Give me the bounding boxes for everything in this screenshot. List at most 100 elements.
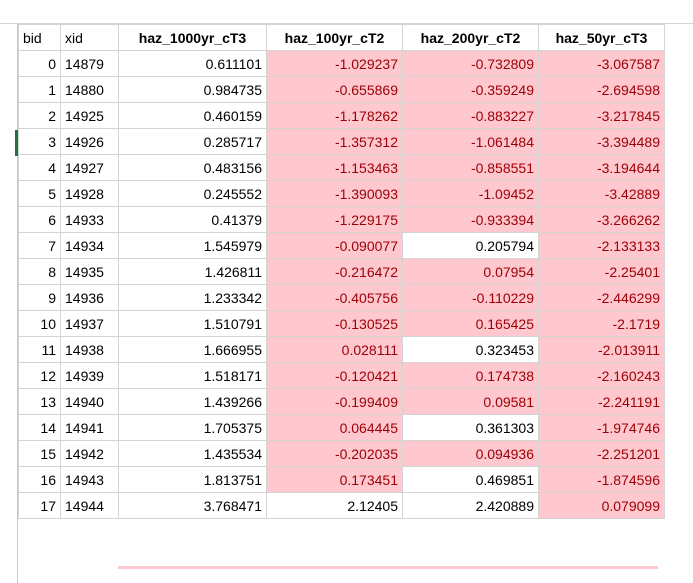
cell-haz-50yr-ct3[interactable]: -3.194644 — [538, 154, 665, 181]
cell-haz-50yr-ct3[interactable]: -3.42889 — [538, 180, 665, 207]
cell-haz-50yr-ct3[interactable]: -2.160243 — [538, 362, 665, 389]
cell-bid[interactable]: 4 — [18, 154, 61, 181]
cell-haz-1000yr-ct3[interactable]: 1.439266 — [118, 388, 267, 415]
cell-bid[interactable]: 3 — [18, 128, 61, 155]
cell-xid[interactable]: 14933 — [60, 206, 119, 233]
cell-haz-50yr-ct3[interactable]: -3.217845 — [538, 102, 665, 129]
header-cell-xid[interactable]: xid — [60, 24, 119, 51]
cell-bid[interactable]: 0 — [18, 50, 61, 77]
cell-haz-1000yr-ct3[interactable]: 0.483156 — [118, 154, 267, 181]
cell-haz-50yr-ct3[interactable]: -3.067587 — [538, 50, 665, 77]
cell-haz-50yr-ct3[interactable]: -1.974746 — [538, 414, 665, 441]
cell-haz-100yr-ct2[interactable]: -1.229175 — [266, 206, 403, 233]
cell-haz-1000yr-ct3[interactable]: 1.233342 — [118, 284, 267, 311]
header-cell-bid[interactable]: bid — [18, 24, 61, 51]
cell-haz-200yr-ct2[interactable]: 0.07954 — [402, 258, 539, 285]
cell-haz-200yr-ct2[interactable]: 0.469851 — [402, 466, 539, 493]
cell-haz-50yr-ct3[interactable]: 0.079099 — [538, 492, 665, 519]
cell-haz-50yr-ct3[interactable]: -2.251201 — [538, 440, 665, 467]
cell-haz-200yr-ct2[interactable]: -1.061484 — [402, 128, 539, 155]
cell-haz-50yr-ct3[interactable]: -2.694598 — [538, 76, 665, 103]
cell-haz-1000yr-ct3[interactable]: 1.426811 — [118, 258, 267, 285]
cell-haz-1000yr-ct3[interactable]: 1.666955 — [118, 336, 267, 363]
cell-haz-1000yr-ct3[interactable]: 1.545979 — [118, 232, 267, 259]
cell-xid[interactable]: 14942 — [60, 440, 119, 467]
cell-haz-1000yr-ct3[interactable]: 1.813751 — [118, 466, 267, 493]
cell-haz-200yr-ct2[interactable]: -1.09452 — [402, 180, 539, 207]
cell-haz-100yr-ct2[interactable]: -1.153463 — [266, 154, 403, 181]
cell-haz-50yr-ct3[interactable]: -2.1719 — [538, 310, 665, 337]
cell-haz-100yr-ct2[interactable]: 0.064445 — [266, 414, 403, 441]
cell-bid[interactable]: 7 — [18, 232, 61, 259]
cell-haz-100yr-ct2[interactable]: -1.178262 — [266, 102, 403, 129]
cell-haz-200yr-ct2[interactable]: -0.858551 — [402, 154, 539, 181]
cell-xid[interactable]: 14940 — [60, 388, 119, 415]
cell-haz-1000yr-ct3[interactable]: 0.285717 — [118, 128, 267, 155]
cell-bid[interactable]: 2 — [18, 102, 61, 129]
cell-haz-200yr-ct2[interactable]: 0.094936 — [402, 440, 539, 467]
cell-bid[interactable]: 10 — [18, 310, 61, 337]
cell-haz-200yr-ct2[interactable]: -0.110229 — [402, 284, 539, 311]
cell-haz-100yr-ct2[interactable]: -1.357312 — [266, 128, 403, 155]
cell-haz-100yr-ct2[interactable]: 0.028111 — [266, 336, 403, 363]
cell-haz-100yr-ct2[interactable]: -0.090077 — [266, 232, 403, 259]
cell-xid[interactable]: 14938 — [60, 336, 119, 363]
cell-haz-1000yr-ct3[interactable]: 1.510791 — [118, 310, 267, 337]
cell-haz-1000yr-ct3[interactable]: 1.705375 — [118, 414, 267, 441]
cell-bid[interactable]: 1 — [18, 76, 61, 103]
cell-haz-1000yr-ct3[interactable]: 0.245552 — [118, 180, 267, 207]
cell-bid[interactable]: 11 — [18, 336, 61, 363]
cell-haz-200yr-ct2[interactable]: 0.323453 — [402, 336, 539, 363]
cell-xid[interactable]: 14939 — [60, 362, 119, 389]
header-cell-haz-100yr-ct2[interactable]: haz_100yr_cT2 — [266, 24, 403, 51]
cell-haz-1000yr-ct3[interactable]: 0.611101 — [118, 50, 267, 77]
cell-haz-100yr-ct2[interactable]: 0.173451 — [266, 466, 403, 493]
cell-haz-200yr-ct2[interactable]: 0.174738 — [402, 362, 539, 389]
cell-bid[interactable]: 9 — [18, 284, 61, 311]
cell-xid[interactable]: 14943 — [60, 466, 119, 493]
header-cell-haz-50yr-ct3[interactable]: haz_50yr_cT3 — [538, 24, 665, 51]
cell-haz-200yr-ct2[interactable]: 2.420889 — [402, 492, 539, 519]
cell-haz-200yr-ct2[interactable]: 0.361303 — [402, 414, 539, 441]
cell-haz-100yr-ct2[interactable]: -0.120421 — [266, 362, 403, 389]
cell-bid[interactable]: 16 — [18, 466, 61, 493]
cell-haz-50yr-ct3[interactable]: -2.013911 — [538, 336, 665, 363]
cell-haz-200yr-ct2[interactable]: -0.359249 — [402, 76, 539, 103]
cell-haz-100yr-ct2[interactable]: -1.029237 — [266, 50, 403, 77]
cell-bid[interactable]: 13 — [18, 388, 61, 415]
cell-haz-1000yr-ct3[interactable]: 1.518171 — [118, 362, 267, 389]
cell-xid[interactable]: 14926 — [60, 128, 119, 155]
cell-haz-50yr-ct3[interactable]: -2.25401 — [538, 258, 665, 285]
cell-haz-50yr-ct3[interactable]: -3.266262 — [538, 206, 665, 233]
cell-haz-200yr-ct2[interactable]: -0.933394 — [402, 206, 539, 233]
cell-haz-100yr-ct2[interactable]: -0.202035 — [266, 440, 403, 467]
cell-bid[interactable]: 14 — [18, 414, 61, 441]
cell-xid[interactable]: 14944 — [60, 492, 119, 519]
cell-haz-1000yr-ct3[interactable]: 3.768471 — [118, 492, 267, 519]
cell-xid[interactable]: 14935 — [60, 258, 119, 285]
cell-haz-50yr-ct3[interactable]: -2.133133 — [538, 232, 665, 259]
cell-bid[interactable]: 8 — [18, 258, 61, 285]
cell-bid[interactable]: 6 — [18, 206, 61, 233]
cell-haz-50yr-ct3[interactable]: -2.446299 — [538, 284, 665, 311]
cell-xid[interactable]: 14928 — [60, 180, 119, 207]
cell-bid[interactable]: 5 — [18, 180, 61, 207]
cell-haz-100yr-ct2[interactable]: -0.405756 — [266, 284, 403, 311]
cell-haz-1000yr-ct3[interactable]: 0.460159 — [118, 102, 267, 129]
cell-xid[interactable]: 14880 — [60, 76, 119, 103]
cell-haz-1000yr-ct3[interactable]: 0.41379 — [118, 206, 267, 233]
cell-haz-100yr-ct2[interactable]: -0.216472 — [266, 258, 403, 285]
cell-haz-50yr-ct3[interactable]: -2.241191 — [538, 388, 665, 415]
cell-haz-200yr-ct2[interactable]: -0.883227 — [402, 102, 539, 129]
cell-xid[interactable]: 14934 — [60, 232, 119, 259]
cell-haz-1000yr-ct3[interactable]: 1.435534 — [118, 440, 267, 467]
cell-haz-200yr-ct2[interactable]: 0.205794 — [402, 232, 539, 259]
cell-haz-100yr-ct2[interactable]: -0.199409 — [266, 388, 403, 415]
cell-xid[interactable]: 14937 — [60, 310, 119, 337]
cell-haz-50yr-ct3[interactable]: -3.394489 — [538, 128, 665, 155]
header-cell-haz-200yr-ct2[interactable]: haz_200yr_cT2 — [402, 24, 539, 51]
cell-haz-100yr-ct2[interactable]: 2.12405 — [266, 492, 403, 519]
cell-haz-200yr-ct2[interactable]: -0.732809 — [402, 50, 539, 77]
cell-haz-200yr-ct2[interactable]: 0.09581 — [402, 388, 539, 415]
cell-bid[interactable]: 17 — [18, 492, 61, 519]
